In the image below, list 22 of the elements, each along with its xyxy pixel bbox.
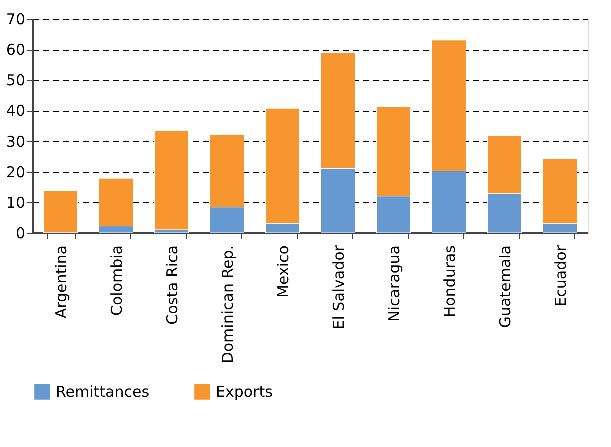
y-tick-label: 60	[6, 41, 26, 60]
y-tick-label: 10	[6, 194, 26, 212]
y-tick-label: 50	[6, 72, 26, 90]
x-tick-label: Mexico	[274, 246, 292, 298]
y-tick-label: 30	[6, 132, 26, 151]
x-tick-label: Argentina	[52, 246, 70, 319]
x-tick-label: Nicaragua	[385, 246, 404, 322]
x-tick-label: Ecuador	[552, 244, 570, 307]
bar	[44, 190, 78, 233]
legend-label: Remittances	[56, 382, 150, 401]
x-tick-label: Dominican Rep.	[218, 246, 237, 364]
y-tick-label: 0	[16, 224, 26, 242]
legend-label: Exports	[216, 382, 274, 401]
bar	[154, 130, 189, 230]
x-tick-label: El Salvador	[330, 244, 348, 330]
y-tick-label: 70	[6, 10, 26, 28]
x-tick-label: Colombia	[108, 246, 126, 316]
x-tick-label: Guatemala	[496, 246, 514, 328]
x-tick-label: Costa Rica	[163, 246, 182, 325]
y-tick-label: 40	[6, 102, 26, 120]
x-tick-label: Honduras	[440, 245, 459, 318]
y-tick-label: 20	[6, 163, 26, 182]
